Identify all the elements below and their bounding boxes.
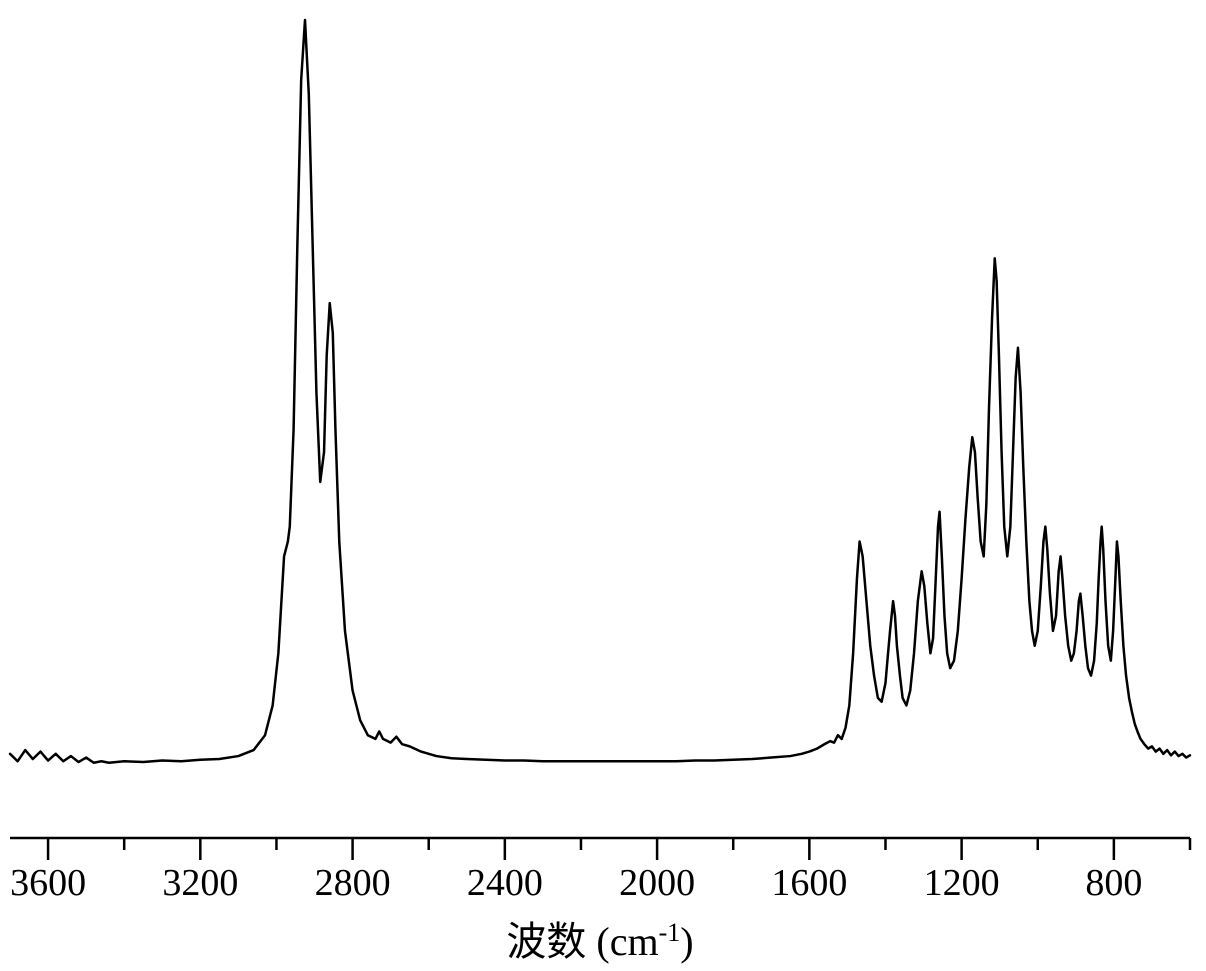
spectrum-chart: 3600 3200 2800 2400 2000 1600 1200 800 波数 (cm-1) [0,0,1206,971]
x-tick-label: 3600 [10,862,86,904]
spectrum-line [10,20,1190,763]
x-axis-label: 波数 (cm-1) [506,918,693,965]
x-tick-label: 1600 [771,862,847,904]
chart-svg: 3600 3200 2800 2400 2000 1600 1200 800 波数 (cm-1) [0,0,1206,971]
x-tick-label: 2800 [315,862,391,904]
x-tick-label: 1200 [924,862,1000,904]
x-tick-label: 2000 [619,862,695,904]
x-tick-label: 800 [1085,862,1142,904]
x-tick-label: 2400 [467,862,543,904]
x-tick-label: 3200 [162,862,238,904]
